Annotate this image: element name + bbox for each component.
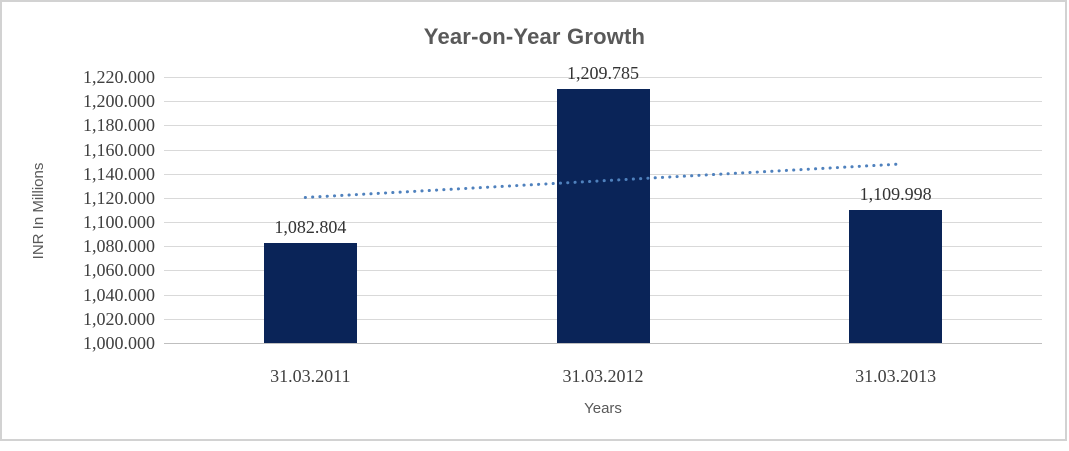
- y-tick-label: 1,020.000: [83, 309, 155, 329]
- bar-data-label: 1,209.785: [567, 63, 639, 84]
- y-tick-label: 1,220.000: [83, 67, 155, 87]
- y-tick-label: 1,200.000: [83, 91, 155, 111]
- x-tick-label: 31.03.2013: [855, 366, 937, 386]
- y-tick-label: 1,000.000: [83, 333, 155, 353]
- y-tick-label: 1,080.000: [83, 236, 155, 256]
- y-tick-label: 1,040.000: [83, 285, 155, 305]
- bar-data-label: 1,082.804: [274, 216, 347, 237]
- chart-title: Year-on-Year Growth: [423, 24, 646, 49]
- y-tick-label: 1,180.000: [83, 115, 155, 135]
- y-tick-label: 1,060.000: [83, 260, 155, 280]
- gridline: [164, 77, 1042, 78]
- x-tick-label: 31.03.2011: [270, 366, 351, 386]
- bar: [556, 89, 650, 343]
- y-tick-label: 1,160.000: [83, 140, 155, 160]
- y-tick-label: 1,120.000: [83, 188, 155, 208]
- x-axis-line: [164, 343, 1042, 344]
- bar-data-label: 1,109.998: [859, 184, 932, 204]
- bar: [263, 242, 357, 343]
- bar: [849, 210, 943, 343]
- x-axis-title: Years: [584, 400, 622, 417]
- x-tick-label: 31.03.2012: [562, 366, 644, 386]
- y-tick-label: 1,140.000: [83, 164, 155, 184]
- y-tick-label: 1,100.000: [83, 212, 155, 232]
